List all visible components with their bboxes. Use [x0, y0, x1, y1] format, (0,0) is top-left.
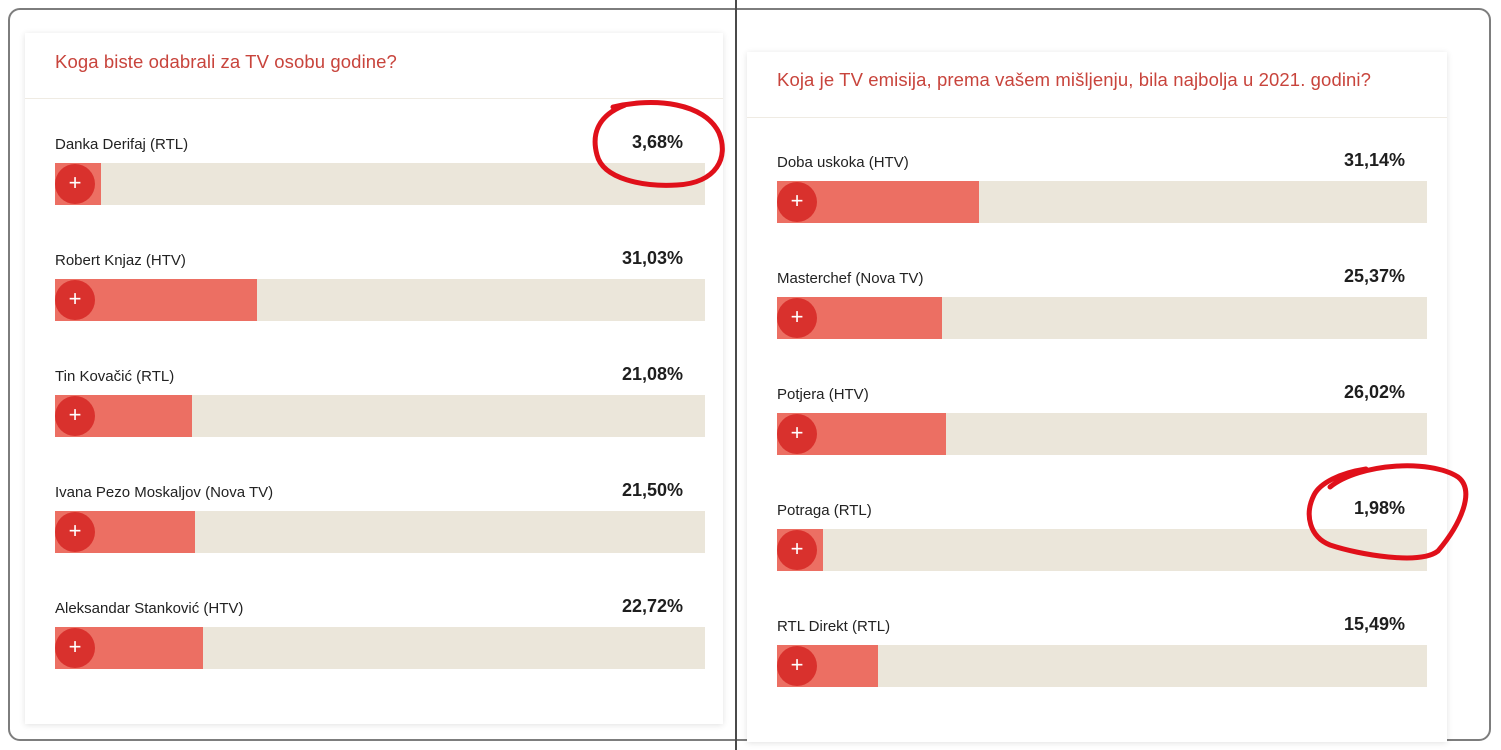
plus-icon[interactable]: + [55, 628, 95, 668]
poll-option: Robert Knjaz (HTV) 31,03% + [55, 246, 705, 330]
result-bar-track: + [55, 279, 705, 321]
plus-icon[interactable]: + [777, 182, 817, 222]
poll-option: Danka Derifaj (RTL) 3,68% + [55, 130, 705, 214]
poll-option: Potjera (HTV) 26,02% + [777, 380, 1427, 464]
poll-option: Potraga (RTL) 1,98% + [777, 496, 1427, 580]
result-bar-track: + [55, 395, 705, 437]
result-bar-track: + [55, 627, 705, 669]
option-label: Robert Knjaz (HTV) [55, 252, 186, 269]
option-percent: 25,37% [1343, 266, 1405, 286]
result-bar-track: + [777, 529, 1427, 571]
option-label: Masterchef (Nova TV) [777, 270, 924, 287]
plus-icon[interactable]: + [777, 298, 817, 338]
result-bar-track: + [55, 163, 705, 205]
option-percent: 26,02% [1343, 382, 1405, 402]
screenshot-divider [735, 0, 737, 750]
option-percent: 3,68% [631, 132, 683, 152]
plus-icon[interactable]: + [777, 646, 817, 686]
poll-left-question: Koga biste odabrali za TV osobu godine? [55, 51, 397, 72]
plus-icon[interactable]: + [777, 414, 817, 454]
poll-left-header: Koga biste odabrali za TV osobu godine? [25, 33, 723, 99]
option-percent: 21,08% [621, 364, 683, 384]
plus-icon[interactable]: + [777, 530, 817, 570]
option-percent: 22,72% [621, 596, 683, 616]
option-label: Potraga (RTL) [777, 502, 872, 519]
option-percent: 21,50% [621, 480, 683, 500]
poll-option: Tin Kovačić (RTL) 21,08% + [55, 362, 705, 446]
result-bar-track: + [777, 297, 1427, 339]
poll-left: Koga biste odabrali za TV osobu godine? … [25, 33, 723, 724]
option-label: Tin Kovačić (RTL) [55, 368, 175, 385]
poll-option: RTL Direkt (RTL) 15,49% + [777, 612, 1427, 696]
option-percent: 15,49% [1343, 614, 1405, 634]
option-label: Potjera (HTV) [777, 386, 869, 403]
poll-right-header: Koja je TV emisija, prema vašem mišljenj… [747, 52, 1447, 118]
option-percent: 31,03% [621, 248, 683, 268]
poll-option: Aleksandar Stanković (HTV) 22,72% + [55, 594, 705, 678]
plus-icon[interactable]: + [55, 164, 95, 204]
plus-icon[interactable]: + [55, 280, 95, 320]
result-bar-track: + [777, 181, 1427, 223]
result-bar-track: + [777, 413, 1427, 455]
option-percent: 1,98% [1353, 498, 1405, 518]
poll-option: Ivana Pezo Moskaljov (Nova TV) 21,50% + [55, 478, 705, 562]
option-label: Danka Derifaj (RTL) [55, 136, 189, 153]
poll-right-question: Koja je TV emisija, prema vašem mišljenj… [777, 69, 1372, 90]
option-label: RTL Direkt (RTL) [777, 618, 891, 635]
poll-option: Masterchef (Nova TV) 25,37% + [777, 264, 1427, 348]
option-label: Ivana Pezo Moskaljov (Nova TV) [55, 484, 274, 501]
poll-right: Koja je TV emisija, prema vašem mišljenj… [747, 52, 1447, 742]
option-label: Aleksandar Stanković (HTV) [55, 600, 244, 617]
result-bar-track: + [777, 645, 1427, 687]
plus-icon[interactable]: + [55, 512, 95, 552]
poll-option: Doba uskoka (HTV) 31,14% + [777, 148, 1427, 232]
plus-icon[interactable]: + [55, 396, 95, 436]
result-bar-track: + [55, 511, 705, 553]
option-label: Doba uskoka (HTV) [777, 154, 909, 171]
option-percent: 31,14% [1343, 150, 1405, 170]
